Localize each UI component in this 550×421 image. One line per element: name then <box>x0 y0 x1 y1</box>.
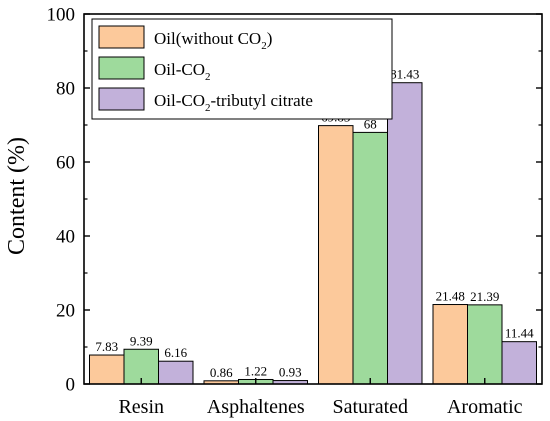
legend-label: Oil(without CO2) <box>154 29 272 52</box>
y-tick-label: 100 <box>47 5 76 26</box>
y-tick-label: 40 <box>56 227 75 248</box>
data-labels-layer: 7.839.396.160.861.220.9369.836881.4321.4… <box>95 67 534 380</box>
legend-label: Oil-CO2-tributyl citrate <box>154 91 313 114</box>
bar <box>387 82 423 385</box>
data-label: 21.39 <box>470 289 499 304</box>
data-label: 0.86 <box>210 365 233 380</box>
data-label: 21.48 <box>436 289 465 304</box>
bar <box>352 131 388 385</box>
y-tick-label: 60 <box>56 153 75 174</box>
x-axis-categories: Resin Asphaltenes Saturated Aromatic <box>118 378 523 418</box>
bar <box>501 341 537 385</box>
data-label: 9.39 <box>130 333 153 348</box>
bar <box>89 354 125 385</box>
data-label: 7.83 <box>95 339 118 354</box>
legend-swatch <box>98 87 145 111</box>
x-category-label: Asphaltenes <box>207 396 305 418</box>
x-category-label: Resin <box>118 396 164 418</box>
x-category-label: Saturated <box>332 396 408 418</box>
data-label: 11.44 <box>505 326 534 341</box>
data-label: 68 <box>364 116 377 131</box>
bars-layer <box>89 82 537 385</box>
bar <box>158 360 194 385</box>
data-label: 6.16 <box>164 345 187 360</box>
y-tick-label: 80 <box>56 79 75 100</box>
data-label: 1.22 <box>244 363 267 378</box>
y-axis-label: Content (%) <box>4 137 30 255</box>
legend-label: Oil-CO2 <box>154 60 211 83</box>
data-label: 81.43 <box>390 67 419 82</box>
bar <box>467 304 503 385</box>
x-category-label: Aromatic <box>447 396 523 418</box>
bar <box>318 125 354 385</box>
y-tick-label: 0 <box>66 375 76 396</box>
y-axis-ticks: 0 20 40 60 80 100 <box>47 5 542 396</box>
legend-swatch <box>98 25 145 49</box>
data-label: 0.93 <box>279 365 302 380</box>
bar <box>432 304 468 385</box>
legend: Oil(without CO2) Oil-CO2 Oil-CO2-tributyl … <box>91 18 393 120</box>
legend-swatch <box>98 56 145 80</box>
y-tick-label: 20 <box>56 301 75 322</box>
